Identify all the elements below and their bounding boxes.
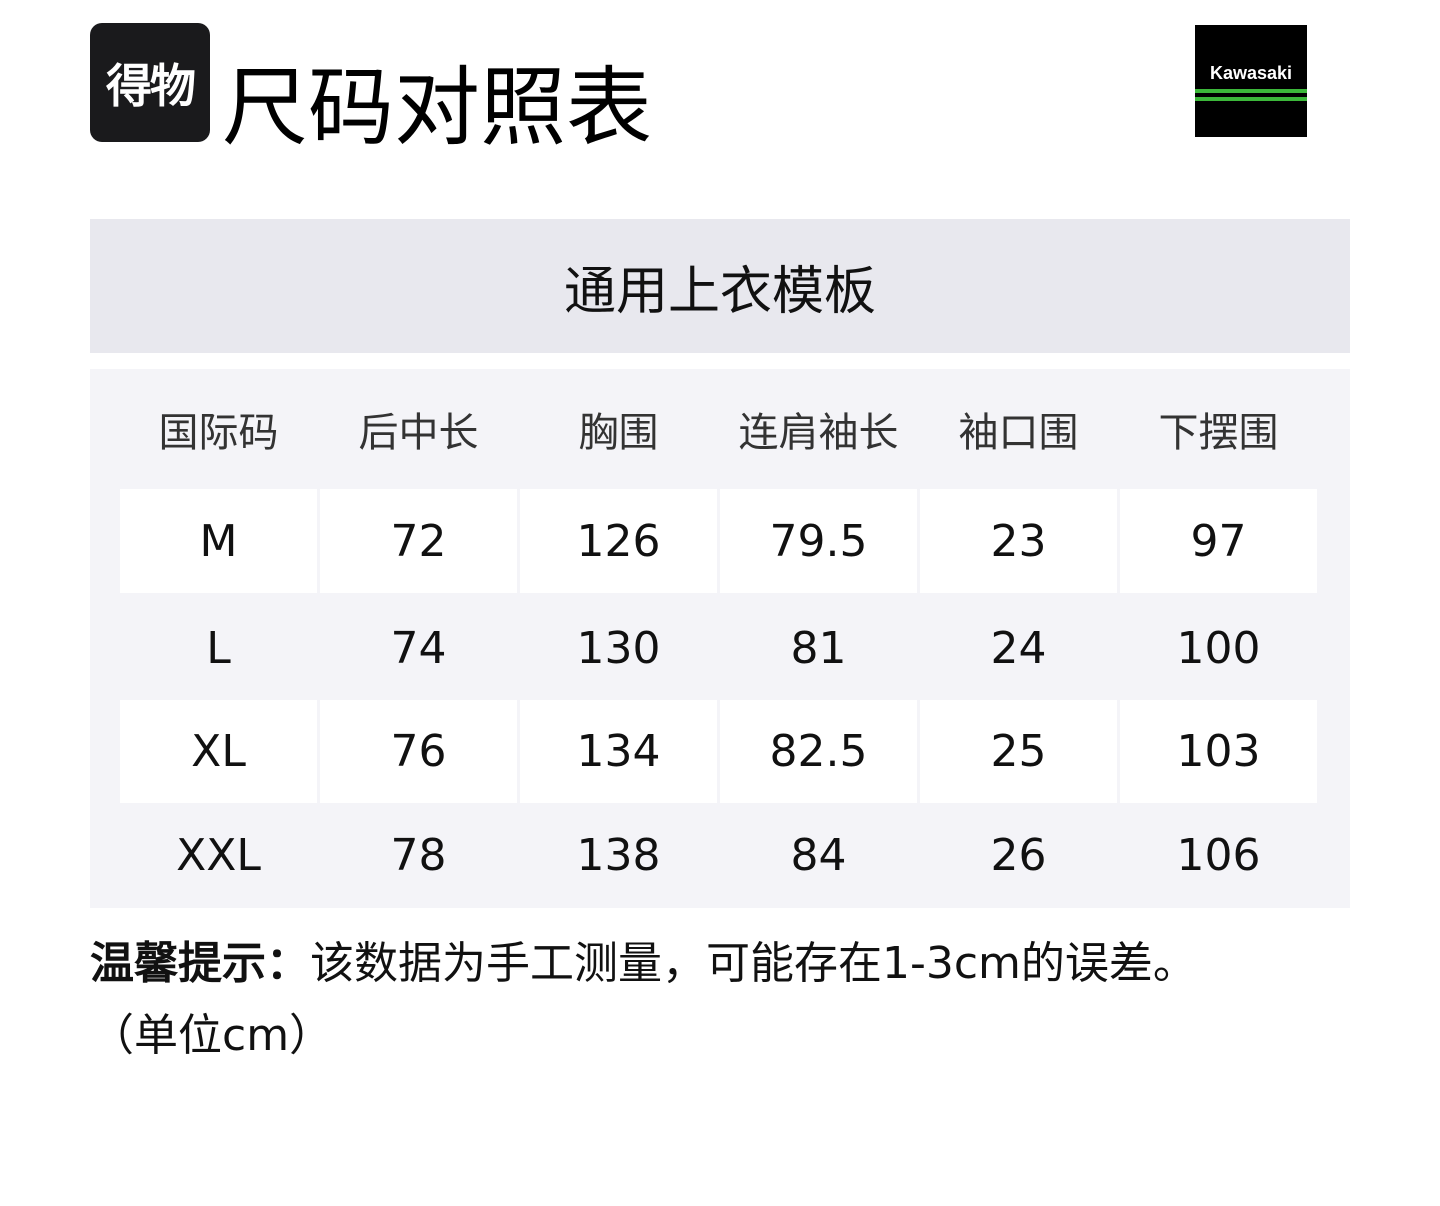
template-banner: 通用上衣模板 [90, 219, 1350, 353]
tip-label: 温馨提示： [90, 938, 310, 989]
table-cell: 130 [576, 622, 661, 674]
table-row: XXL 78 138 84 26 106 [120, 803, 1320, 908]
table-cell: 72 [320, 489, 517, 593]
tip-note: 温馨提示：该数据为手工测量，可能存在1-3cm的误差。 （单位cm） [90, 928, 1370, 1072]
table-cell: 76 [320, 700, 517, 803]
column-header: 袖口围 [958, 409, 1079, 456]
table-row: XL 76 134 82.5 25 103 [120, 700, 1320, 803]
column-header: 连肩袖长 [738, 409, 899, 456]
table-cell: 81 [790, 622, 847, 674]
logo-text: 得物 [106, 58, 196, 113]
table-cell: 79.5 [720, 489, 917, 593]
table-cell: 23 [920, 489, 1117, 593]
table-cell: XL [120, 700, 317, 803]
table-cell: 78 [390, 830, 447, 881]
page-title: 尺码对照表 [222, 58, 652, 158]
table-cell: 138 [576, 830, 661, 881]
table-cell: 97 [1120, 489, 1317, 593]
kawasaki-logo: Kawasaki [1195, 25, 1307, 137]
column-header: 国际码 [158, 409, 279, 456]
table-cell: 126 [520, 489, 717, 593]
table-cell: 100 [1176, 622, 1261, 674]
table-cell: 82.5 [720, 700, 917, 803]
kawasaki-logo-text: Kawasaki [1209, 63, 1293, 83]
table-cell: 25 [920, 700, 1117, 803]
dewu-logo: 得物 [90, 23, 210, 142]
table-cell: M [120, 489, 317, 593]
table-row: L 74 130 81 24 100 [120, 598, 1320, 698]
column-header: 胸围 [578, 409, 659, 456]
table-cell: 74 [390, 622, 447, 674]
table-row: M 72 126 79.5 23 97 [120, 489, 1320, 593]
table-cell: 84 [790, 830, 847, 881]
table-cell: 106 [1176, 830, 1261, 881]
column-header: 后中长 [358, 409, 479, 456]
table-cell: 103 [1120, 700, 1317, 803]
table-cell: 26 [990, 830, 1047, 881]
table-cell: 24 [990, 622, 1047, 674]
table-cell: L [206, 622, 231, 674]
tip-text: 该数据为手工测量，可能存在1-3cm的误差。 [310, 938, 1197, 989]
header-row: 国际码 后中长 胸围 连肩袖长 袖口围 下摆围 [120, 369, 1320, 488]
table-cell: 134 [520, 700, 717, 803]
table-cell: XXL [176, 830, 261, 881]
column-header: 下摆围 [1158, 409, 1279, 456]
size-table: 国际码 后中长 胸围 连肩袖长 袖口围 下摆围 M 72 126 79.5 23 97 L 74 130 81… [90, 369, 1350, 908]
unit-text: （单位cm） [90, 1010, 334, 1061]
